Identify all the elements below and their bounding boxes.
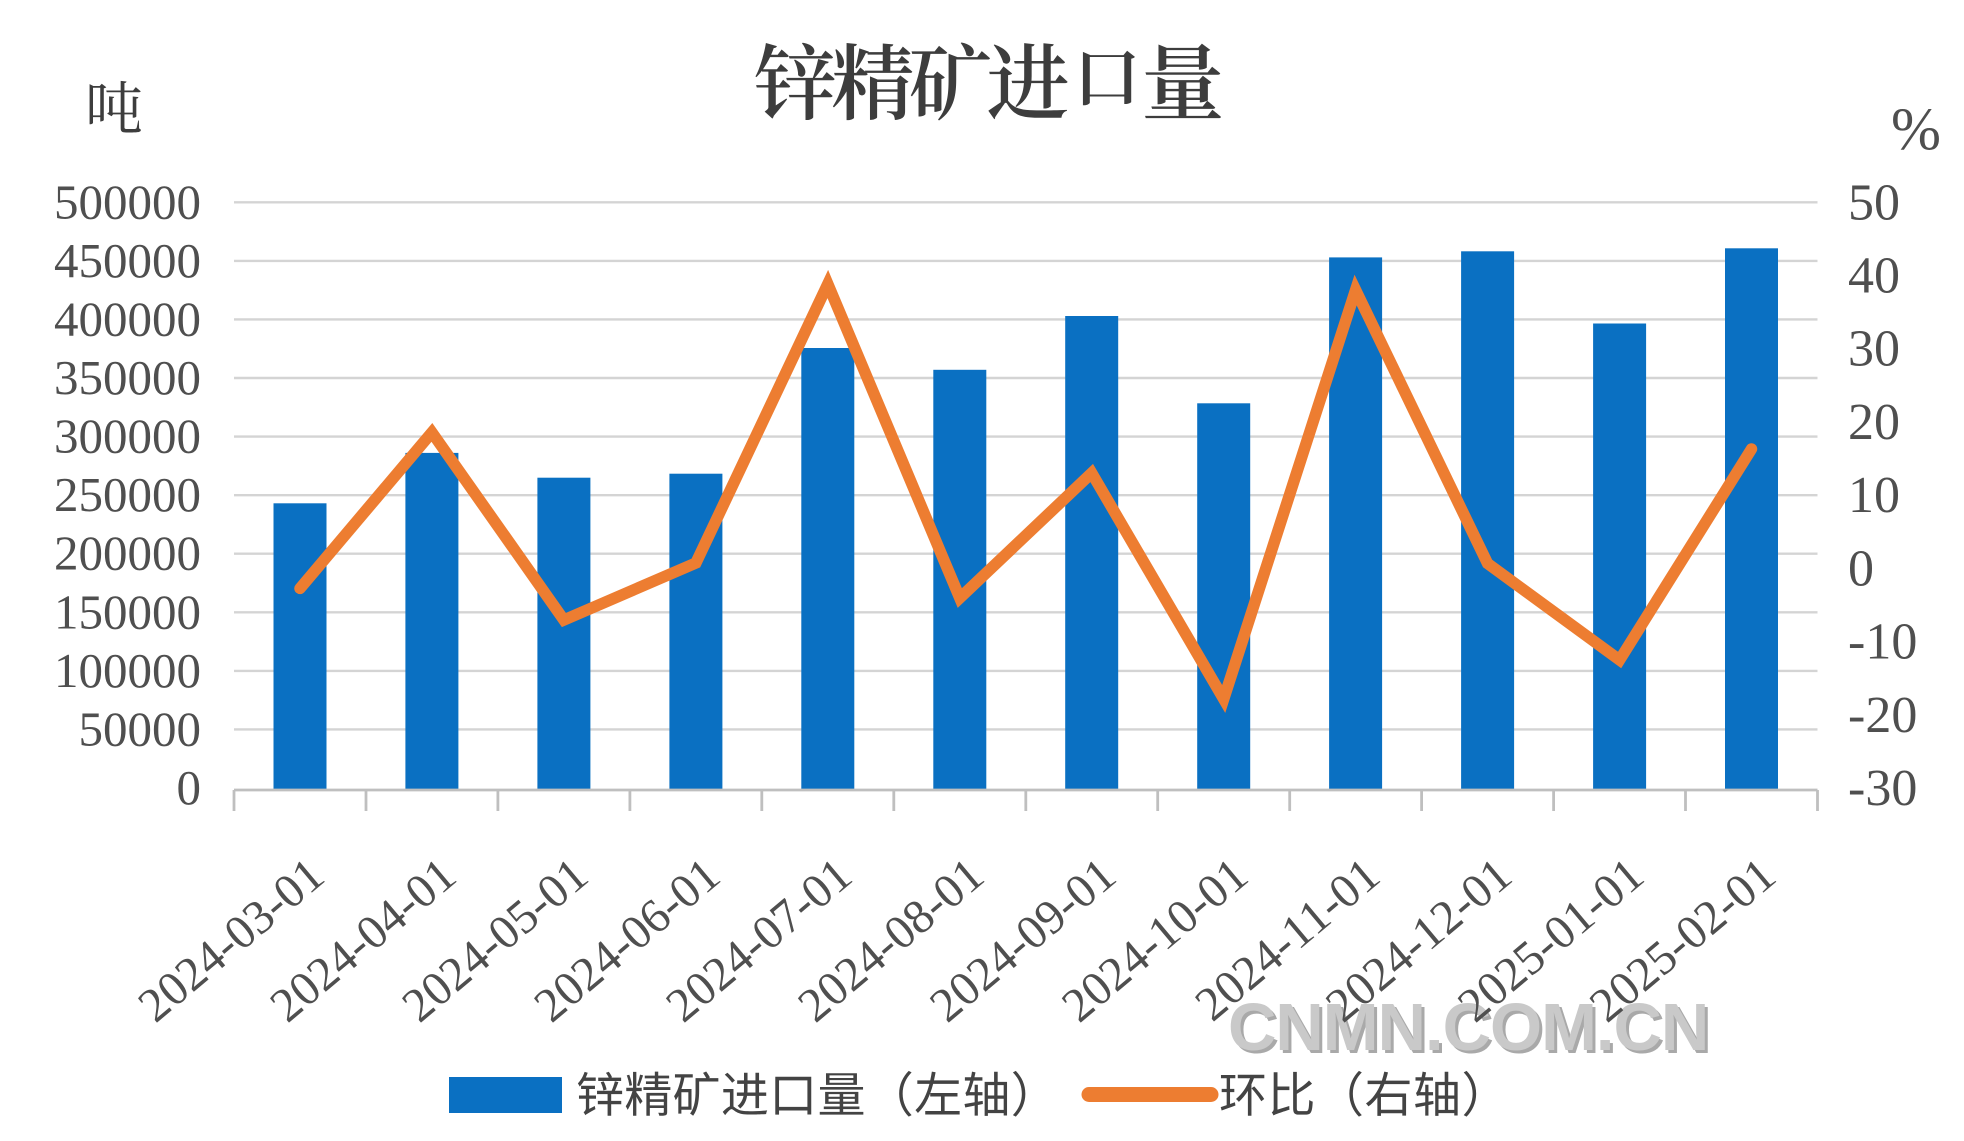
svg-text:%: %	[1891, 96, 1941, 162]
svg-text:10: 10	[1848, 467, 1900, 524]
svg-text:200000: 200000	[54, 526, 201, 581]
svg-text:350000: 350000	[54, 350, 201, 405]
svg-text:-30: -30	[1848, 760, 1917, 817]
svg-text:30: 30	[1848, 321, 1900, 378]
svg-text:450000: 450000	[54, 233, 201, 288]
svg-text:50: 50	[1848, 174, 1900, 231]
svg-text:20: 20	[1848, 394, 1900, 451]
svg-text:0: 0	[177, 760, 202, 815]
svg-text:300000: 300000	[54, 409, 201, 464]
svg-text:CNMN.COM.CN: CNMN.COM.CN	[1228, 990, 1708, 1065]
svg-text:-10: -10	[1848, 614, 1917, 671]
svg-text:100000: 100000	[54, 643, 201, 698]
svg-text:250000: 250000	[54, 467, 201, 522]
svg-text:500000: 500000	[54, 174, 201, 229]
svg-text:CNMN.COM.CN: CNMN.COM.CN	[1231, 993, 1711, 1068]
svg-text:50000: 50000	[79, 701, 202, 756]
svg-text:0: 0	[1848, 540, 1874, 597]
svg-text:150000: 150000	[54, 584, 201, 639]
svg-text:40: 40	[1848, 248, 1900, 305]
svg-text:400000: 400000	[54, 291, 201, 346]
svg-text:-20: -20	[1848, 687, 1917, 744]
